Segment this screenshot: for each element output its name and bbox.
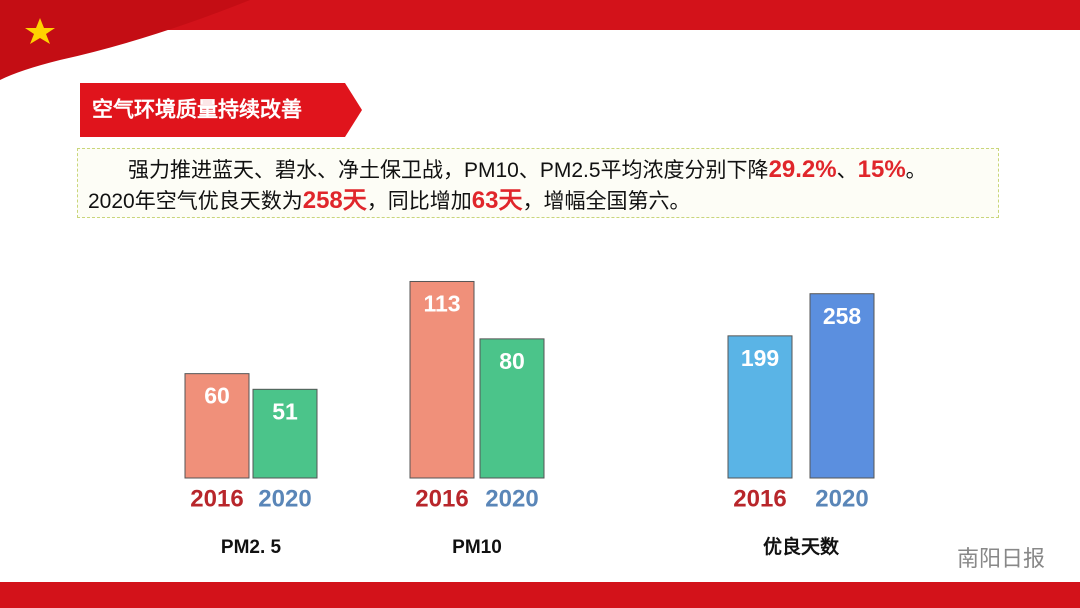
paragraph-line: 2020年空气优良天数为258天，同比增加63天，增幅全国第六。 xyxy=(88,186,988,217)
watermark: 南阳日报 xyxy=(957,546,1045,571)
paragraph-line: 强力推进蓝天、碧水、净土保卫战，PM10、PM2.5平均浓度分别下降29.2%、… xyxy=(88,155,988,186)
body-text: 。 xyxy=(905,159,927,182)
bottom-band xyxy=(0,582,1080,608)
body-text: 2020年空气优良天数为 xyxy=(88,190,303,213)
highlight-text: 15% xyxy=(857,156,906,183)
body-text: 强力推进蓝天、碧水、净土保卫战，PM10、PM2.5平均浓度分别下降 xyxy=(128,159,769,182)
flag xyxy=(0,0,250,80)
paragraph: 强力推进蓝天、碧水、净土保卫战，PM10、PM2.5平均浓度分别下降29.2%、… xyxy=(77,148,999,218)
highlight-text: 258天 xyxy=(302,187,367,214)
star xyxy=(25,18,55,44)
body-text: ，增幅全国第六。 xyxy=(522,190,691,213)
body-text: ，同比增加 xyxy=(366,190,472,213)
title-ribbon xyxy=(80,83,362,137)
highlight-text: 63天 xyxy=(471,187,523,214)
body-text: 、 xyxy=(836,159,858,182)
slide-title: 空气环境质量持续改善 xyxy=(92,98,302,122)
highlight-text: 29.2% xyxy=(768,156,837,183)
